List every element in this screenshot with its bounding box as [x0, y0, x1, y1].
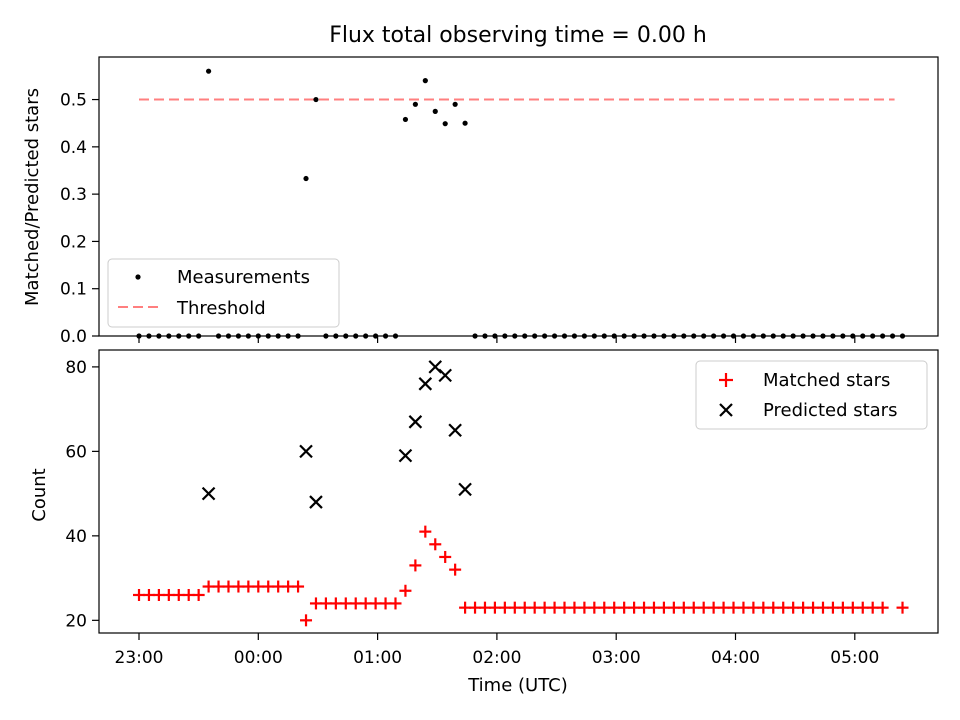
measurement-point: [402, 116, 409, 123]
measurement-point: [412, 101, 418, 107]
matched-legend-marker: [719, 373, 733, 387]
matched-star-point: [300, 614, 313, 627]
bottom-y-tick-label: 40: [65, 527, 87, 547]
x-tick-label: 03:00: [592, 648, 641, 668]
matched-star-point: [876, 601, 889, 614]
top-panel: 0.0 0.1 0.2 0.3 0.4 0.5 Matched/Predicted sta…: [22, 56, 939, 347]
matched-star-point: [449, 563, 462, 576]
top-legend-box: [107, 258, 340, 328]
measurement-point: [303, 175, 309, 182]
bottom-y-tick-label: 20: [65, 611, 87, 631]
top-y-tick-label: 0.3: [60, 185, 87, 205]
bottom-legend-box: [695, 360, 928, 430]
x-tick-label: 01:00: [353, 648, 402, 668]
bottom-legend: Matched stars Predicted stars: [695, 360, 928, 430]
matched-star-point: [896, 601, 909, 614]
measurement-point: [452, 101, 458, 107]
predicted-star-point: [418, 377, 433, 391]
bottom-y-axis-label: Count: [29, 468, 50, 521]
top-y-tick-label: 0.2: [60, 232, 87, 252]
measurement-point: [422, 78, 428, 84]
top-y-axis-label: Matched/Predicted stars: [22, 88, 43, 306]
predicted-star-point: [408, 415, 423, 429]
top-plot-frame: [98, 56, 939, 337]
top-y-tick-label: 0.1: [60, 280, 87, 300]
x-tick-label: 23:00: [115, 648, 164, 668]
bottom-x-ticks: 23:00 00:00 01:00 02:00 03:00 04:00 05:00: [115, 633, 879, 668]
top-y-tick-label: 0.0: [60, 327, 87, 347]
predicted-star-point: [448, 423, 462, 438]
measurement-point: [313, 96, 319, 103]
matched-star-point: [439, 550, 452, 563]
predicted-star-point: [438, 368, 452, 383]
measurement-point: [205, 68, 212, 74]
predicted-star-point: [309, 495, 323, 509]
x-tick-label: 00:00: [234, 648, 283, 668]
predicted-star-point: [398, 448, 413, 463]
top-y-tick-label: 0.5: [60, 91, 87, 111]
measurements-legend-marker: [135, 274, 141, 280]
bottom-y-tick-label: 80: [65, 358, 87, 378]
matched-star-point: [389, 597, 402, 610]
legend-entry-matched: Matched stars: [763, 370, 890, 391]
predicted-legend-marker: [719, 403, 733, 417]
predicted-star-point: [299, 444, 313, 459]
bottom-data-marks: [133, 360, 909, 627]
predicted-star-point: [458, 482, 472, 497]
x-tick-label: 05:00: [830, 648, 879, 668]
legend-entry-predicted: Predicted stars: [763, 400, 897, 421]
top-y-ticks: 0.0 0.1 0.2 0.3 0.4 0.5: [60, 91, 99, 347]
measurement-point: [432, 108, 438, 114]
bottom-y-ticks: 20 40 60 80: [65, 358, 99, 631]
top-legend: Measurements Threshold: [107, 258, 340, 328]
chart-title: Flux total observing time = 0.00 h: [329, 23, 707, 48]
matched-star-point: [292, 580, 305, 593]
bottom-plot-frame: [98, 349, 939, 634]
bottom-y-tick-label: 60: [65, 442, 87, 462]
legend-entry-measurements: Measurements: [177, 267, 310, 288]
legend-entry-threshold: Threshold: [176, 298, 266, 319]
top-x-ticks: [138, 336, 856, 343]
matched-star-point: [429, 538, 442, 551]
matched-star-point: [419, 525, 432, 538]
x-axis-label: Time (UTC): [467, 675, 568, 696]
matched-star-point: [192, 588, 205, 601]
matched-star-point: [409, 559, 422, 572]
bottom-panel: 20 40 60 80 23:00 00:00 01:00 02:00 03:00 04:00 0…: [29, 349, 939, 696]
x-tick-label: 02:00: [472, 648, 521, 668]
x-tick-label: 04:00: [711, 648, 760, 668]
measurement-point: [442, 121, 448, 127]
matched-star-point: [399, 584, 412, 597]
top-y-tick-label: 0.4: [60, 138, 87, 158]
measurement-point: [462, 120, 468, 126]
predicted-star-point: [201, 486, 216, 501]
